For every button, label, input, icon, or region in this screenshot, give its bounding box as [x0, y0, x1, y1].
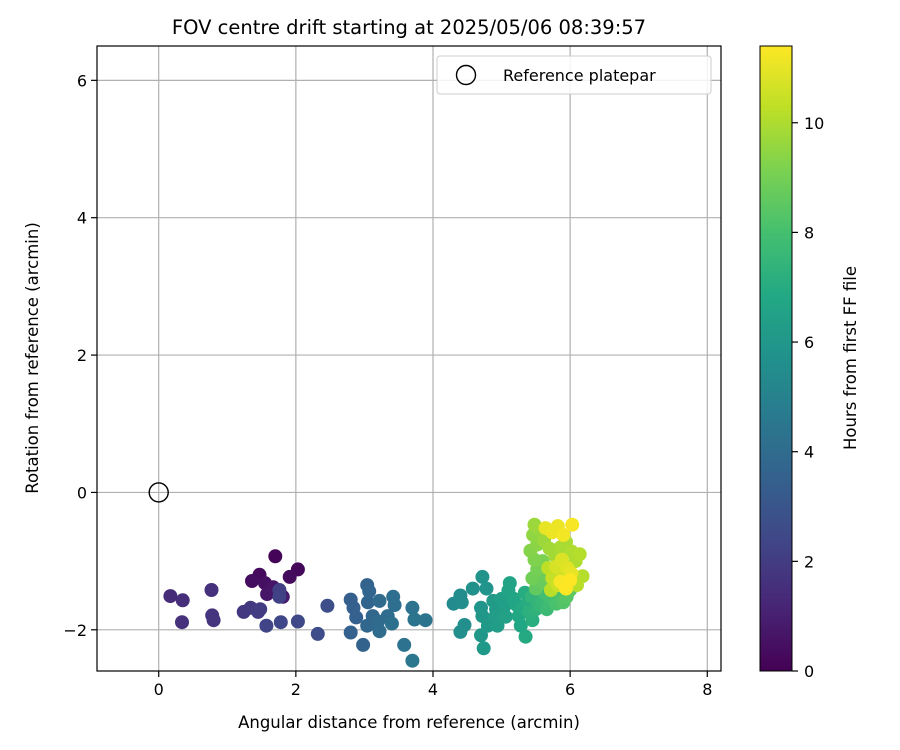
data-point — [272, 589, 287, 604]
colorbar-tick-label: 2 — [804, 552, 814, 571]
x-tick-label: 4 — [428, 680, 438, 699]
data-point — [175, 615, 189, 630]
data-point — [572, 547, 587, 562]
colorbar-gradient — [759, 45, 793, 672]
data-point — [405, 600, 420, 615]
x-tick-label: 2 — [291, 680, 301, 699]
data-point — [356, 637, 371, 652]
plot-frame — [96, 45, 722, 672]
data-point — [387, 598, 402, 613]
y-tick-label: 6 — [77, 71, 87, 90]
data-point — [204, 583, 219, 597]
data-point — [556, 528, 571, 542]
y-tick-label: 4 — [77, 209, 87, 228]
legend-label: Reference platepar — [503, 66, 656, 85]
data-point — [206, 613, 221, 628]
data-point — [310, 626, 325, 641]
data-point — [513, 618, 528, 633]
data-point — [290, 614, 305, 629]
x-tick-label: 6 — [565, 680, 575, 699]
data-point — [454, 595, 469, 610]
data-point — [349, 610, 364, 625]
data-point — [565, 517, 580, 532]
data-points — [163, 517, 590, 668]
y-tick-label: −2 — [63, 621, 87, 640]
colorbar-tick-label: 4 — [804, 443, 814, 462]
reference-layer — [148, 482, 169, 503]
x-axis-label: Angular distance from reference (arcmin) — [238, 713, 580, 732]
data-point — [259, 618, 274, 633]
data-point — [490, 618, 505, 633]
data-point — [360, 618, 375, 633]
data-point — [407, 612, 422, 627]
data-point — [175, 593, 190, 608]
data-point — [163, 589, 178, 604]
data-point — [465, 581, 480, 596]
data-point — [320, 598, 335, 613]
data-point — [457, 618, 472, 632]
data-point — [479, 581, 494, 596]
data-point — [498, 609, 513, 624]
data-point — [497, 599, 512, 614]
data-point — [527, 517, 542, 532]
colorbar-label: Hours from first FF file — [841, 266, 860, 450]
data-point — [362, 584, 377, 599]
data-point — [397, 637, 412, 652]
y-axis-label: Rotation from reference (arcmin) — [23, 222, 42, 494]
y-tick-label: 0 — [77, 483, 87, 502]
data-point — [245, 574, 259, 588]
data-point — [475, 569, 490, 584]
data-point — [563, 573, 578, 588]
colorbar-tick-label: 0 — [804, 662, 814, 681]
data-point — [260, 587, 275, 602]
axis-ticks: 0 2 4 6 8 −2 0 2 4 6 — [63, 71, 712, 699]
colorbar-tick-label: 10 — [804, 114, 824, 133]
legend-marker-icon — [455, 64, 477, 86]
data-point — [476, 641, 491, 656]
colorbar-tick-label: 6 — [804, 333, 814, 352]
data-point — [253, 602, 268, 617]
data-point — [372, 624, 387, 639]
data-point — [502, 576, 517, 591]
data-point — [273, 615, 288, 630]
legend: Reference platepar — [436, 55, 712, 95]
chart-title: FOV centre drift starting at 2025/05/06 … — [172, 16, 646, 39]
data-point — [360, 595, 375, 610]
data-point — [372, 593, 387, 608]
x-tick-label: 8 — [702, 680, 712, 699]
colorbar-ticks: 0 2 4 6 8 10 — [792, 114, 824, 681]
data-point — [384, 616, 399, 631]
legend-box — [436, 55, 712, 95]
y-tick-label: 2 — [77, 346, 87, 365]
data-point — [268, 549, 283, 564]
colorbar-tick-label: 8 — [804, 223, 814, 242]
colorbar: 0 2 4 6 8 10 Hours from first FF file — [759, 45, 860, 681]
reference-point — [148, 482, 169, 503]
data-point — [343, 625, 358, 640]
data-point — [282, 569, 297, 584]
x-tick-label: 0 — [154, 680, 164, 699]
data-point — [418, 613, 433, 628]
data-point — [405, 653, 420, 668]
data-point — [518, 629, 533, 644]
grid — [97, 46, 721, 671]
